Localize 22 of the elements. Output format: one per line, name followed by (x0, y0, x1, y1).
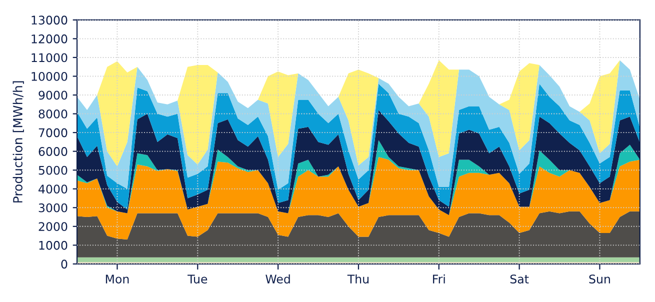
y-tick-label: 13000 (32, 16, 68, 25)
y-axis-title: Production [MWh/h] (12, 81, 24, 202)
y-tick-label: 1000 (39, 240, 68, 250)
y-tick-label: 8000 (38, 110, 68, 118)
x-tick-label: Mon (106, 274, 129, 284)
y-tick-label: 2000 (38, 222, 68, 232)
y-tick-label: 12000 (32, 34, 68, 44)
y-tick-label: 0 (61, 260, 68, 269)
x-tick-label: Sun (589, 274, 610, 284)
y-tick-label: 10000 (32, 72, 68, 81)
y-tick-label: 9000 (38, 90, 68, 100)
y-tick-label: 7000 (38, 128, 68, 138)
y-tick-label: 5000 (38, 166, 68, 175)
x-tick-label: Fri (433, 274, 445, 284)
x-tick-label: Wed (266, 274, 290, 284)
x-tick-label: Sat (510, 274, 529, 284)
x-tick-label: Thu (347, 274, 368, 284)
x-tick-label: Tue (188, 274, 208, 284)
y-tick-label: 11000 (32, 53, 68, 62)
y-tick-label: 3000 (38, 203, 68, 212)
y-tick-label: 4000 (38, 184, 68, 194)
y-tick-label: 6000 (38, 147, 68, 156)
